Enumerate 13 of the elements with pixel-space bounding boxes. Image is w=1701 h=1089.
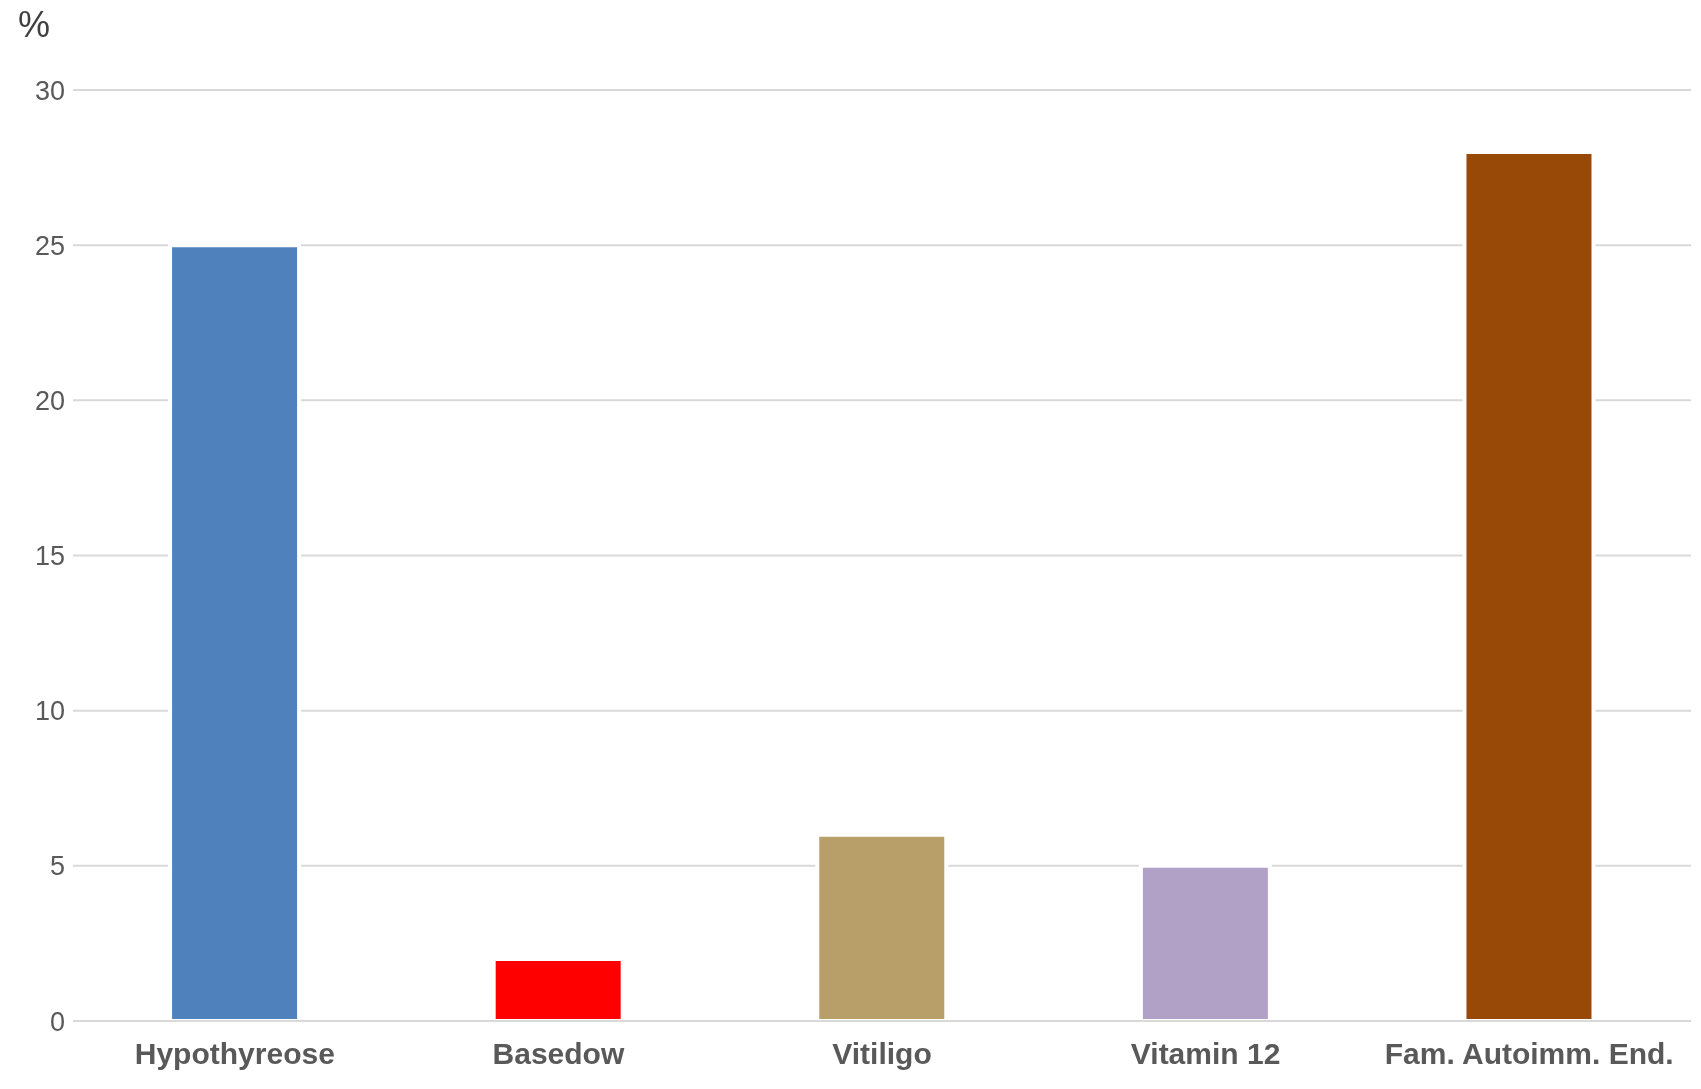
y-tick-label: 0 <box>49 1006 65 1037</box>
y-tick-label: 25 <box>34 230 65 261</box>
y-tick-label: 10 <box>34 696 65 727</box>
x-tick-label: Vitiligo <box>832 1037 932 1071</box>
y-tick-label: 20 <box>34 385 65 416</box>
x-tick-label: Vitamin 12 <box>1130 1037 1281 1071</box>
x-tick-label: Fam. Autoimm. End. <box>1384 1037 1674 1071</box>
y-axis-title: % <box>18 4 51 46</box>
y-tick-label: 15 <box>34 541 65 572</box>
x-tick-label: Basedow <box>492 1037 625 1071</box>
y-tick-label: 5 <box>49 851 65 882</box>
x-tick-label: Hypothyreose <box>134 1037 335 1071</box>
y-tick-label: 30 <box>34 75 65 106</box>
